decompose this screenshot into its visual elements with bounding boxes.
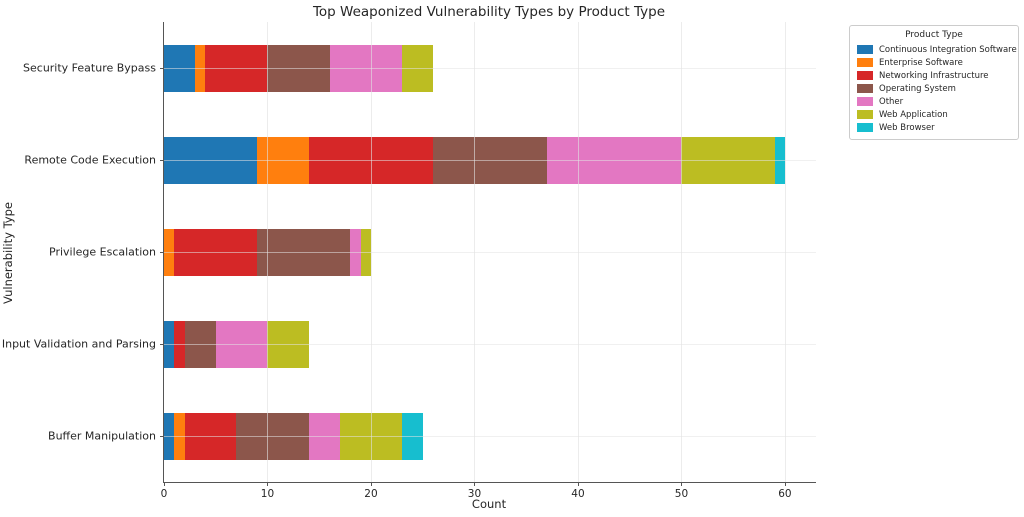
x-tick-mark xyxy=(784,482,786,486)
legend-title: Product Type xyxy=(905,30,963,40)
plot-area: 0 10 20 30 40 50 60 Security Feature Bypass Remo… xyxy=(2,22,816,500)
gridline-horizontal xyxy=(164,252,816,253)
y-tick-mark xyxy=(160,344,164,345)
y-tick-label: Remote Code Execution xyxy=(24,153,156,167)
y-tick-label: Input Validation and Parsing xyxy=(1,337,156,351)
x-tick-label: 60 xyxy=(778,488,792,500)
x-tick-mark xyxy=(267,482,269,486)
y-tick-mark xyxy=(160,252,164,253)
legend-entry: Continuous Integration Software xyxy=(857,43,1017,56)
legend-entry: Web Application xyxy=(857,108,1011,121)
legend-entry: Networking Infrastructure xyxy=(857,69,1011,82)
y-tick-mark xyxy=(160,68,164,69)
y-tick-mark xyxy=(160,160,164,161)
legend-label: Operating System xyxy=(879,83,956,94)
x-tick-label: 50 xyxy=(674,488,689,500)
x-tick-mark xyxy=(474,482,476,486)
legend-label: Enterprise Software xyxy=(879,57,963,68)
x-tick-mark xyxy=(370,482,372,486)
gridline-horizontal xyxy=(164,160,816,161)
legend-label: Continuous Integration Software xyxy=(879,44,1017,55)
legend-label: Other xyxy=(879,96,904,107)
y-tick-mark xyxy=(160,436,164,437)
x-tick-label: 30 xyxy=(467,488,482,500)
legend-entries: Continuous Integration Software Enterpris… xyxy=(857,43,1017,134)
legend-swatch-icon xyxy=(857,123,873,132)
legend-swatch-icon xyxy=(857,45,873,54)
y-tick-label: Privilege Escalation xyxy=(49,245,156,259)
gridline-horizontal xyxy=(164,436,816,437)
x-tick-label: 20 xyxy=(364,488,378,500)
x-tick-label: 10 xyxy=(260,488,275,500)
y-tick-label: Buffer Manipulation xyxy=(48,429,156,443)
legend-entry: Web Browser xyxy=(857,121,1011,134)
legend-label: Web Browser xyxy=(879,122,935,133)
legend-swatch-icon xyxy=(857,71,873,80)
x-tick-mark xyxy=(681,482,683,486)
gridline-horizontal xyxy=(164,344,816,345)
legend-swatch-icon xyxy=(857,110,873,119)
legend-label: Web Application xyxy=(879,109,948,120)
x-tick-label: 40 xyxy=(571,488,585,500)
x-axis-label: Count xyxy=(471,497,507,511)
legend-entry: Operating System xyxy=(857,82,1011,95)
chart-title: Top Weaponized Vulnerability Types by Pr… xyxy=(312,4,666,20)
x-tick-mark xyxy=(577,482,579,486)
gridline-horizontal xyxy=(164,68,816,69)
legend-entry: Enterprise Software xyxy=(857,56,1011,69)
legend-entry: Other xyxy=(857,95,1011,108)
y-tick-label: Security Feature Bypass xyxy=(23,61,156,75)
legend-label: Networking Infrastructure xyxy=(879,70,989,81)
legend-swatch-icon xyxy=(857,97,873,106)
legend: Product Type Continuous Integration Soft… xyxy=(849,25,1019,140)
legend-swatch-icon xyxy=(857,84,873,93)
x-tick-label: 0 xyxy=(160,488,168,500)
legend-swatch-icon xyxy=(857,58,873,67)
x-tick-mark xyxy=(164,482,165,486)
